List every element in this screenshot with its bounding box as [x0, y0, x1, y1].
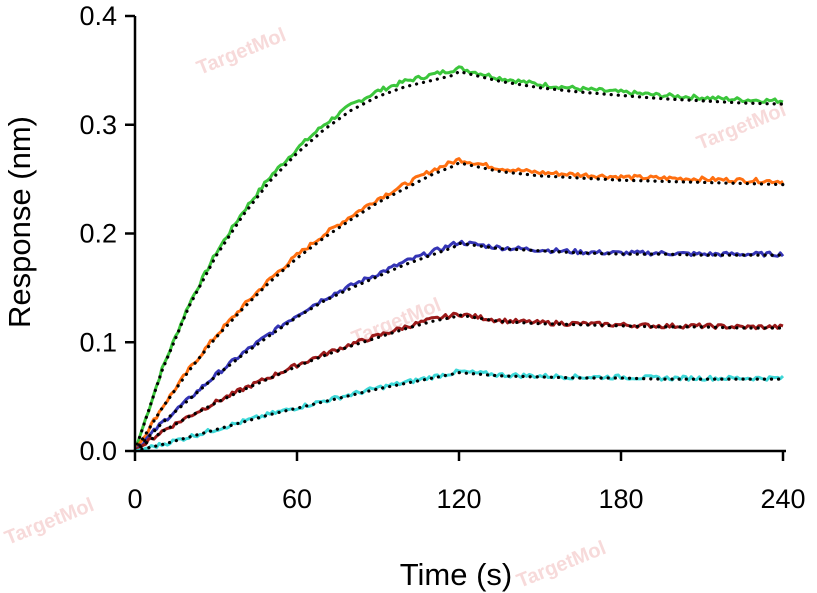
- x-axis-title: Time (s): [400, 557, 513, 592]
- watermark: TargetMol: [194, 24, 289, 80]
- x-axis-ticks: 0 60 120 180 240: [127, 451, 806, 514]
- fit-curve: [133, 313, 785, 453]
- fit-curve: [133, 241, 785, 453]
- fit-curve: [133, 69, 785, 453]
- x-tick-label: 60: [282, 484, 312, 514]
- watermark: TargetMol: [2, 494, 97, 550]
- watermark: TargetMol: [514, 537, 609, 593]
- x-tick-label: 120: [436, 484, 481, 514]
- series-line: [134, 311, 784, 453]
- series-line: [133, 157, 784, 452]
- y-tick-label: 0.2: [79, 219, 117, 249]
- y-tick-label: 0.0: [79, 436, 117, 466]
- fit-curve: [133, 370, 785, 453]
- plot-area: [133, 65, 785, 453]
- series-line: [133, 239, 785, 453]
- y-tick-label: 0.1: [79, 327, 117, 357]
- y-tick-label: 0.3: [79, 110, 117, 140]
- watermark: TargetMol: [694, 99, 789, 155]
- watermarks: TargetMol TargetMol TargetMol TargetMol …: [2, 24, 789, 593]
- x-tick-label: 0: [127, 484, 142, 514]
- x-tick-label: 180: [598, 484, 643, 514]
- series-line: [134, 368, 785, 453]
- y-axis-ticks: 0.0 0.1 0.2 0.3 0.4: [79, 1, 135, 466]
- y-tick-label: 0.4: [79, 1, 117, 31]
- y-axis-title: Response (nm): [2, 116, 37, 328]
- x-tick-label: 240: [760, 484, 805, 514]
- series-line: [133, 65, 784, 452]
- fit-curve: [133, 161, 785, 453]
